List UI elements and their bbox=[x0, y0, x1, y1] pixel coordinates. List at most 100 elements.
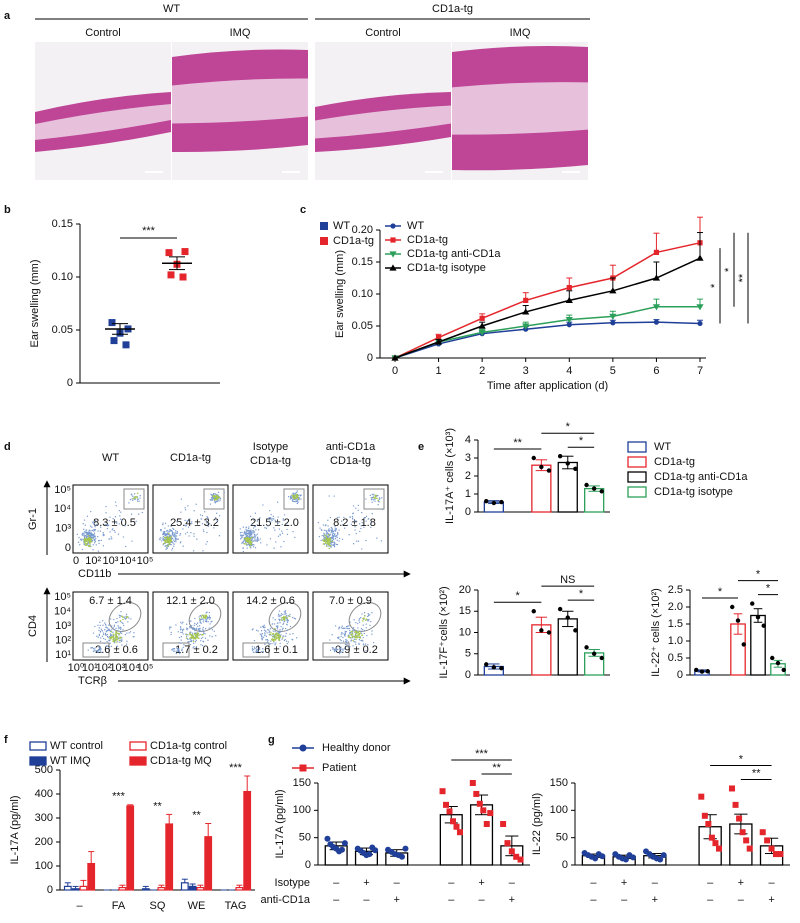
series-line bbox=[394, 306, 700, 359]
data-point bbox=[652, 304, 661, 311]
x-tick-label: – bbox=[76, 900, 83, 912]
data-point bbox=[591, 486, 597, 491]
y-axis-label: IL-17A (pg/ml) bbox=[9, 795, 21, 864]
y-tick-label: 0 bbox=[465, 669, 471, 681]
data-point bbox=[546, 468, 552, 473]
bar bbox=[557, 618, 578, 676]
legend-label: WT IMQ bbox=[50, 755, 91, 767]
x-axis-label: TCRβ bbox=[78, 675, 107, 687]
x-tick-label: 10⁵ bbox=[137, 662, 154, 674]
data-point bbox=[338, 846, 345, 853]
gate bbox=[283, 488, 305, 510]
events-dense bbox=[348, 615, 368, 642]
x-tick-label: 10² bbox=[96, 662, 112, 674]
events-dense bbox=[269, 615, 291, 642]
legend-label: CD1a-tg isotype bbox=[654, 486, 733, 498]
y-tick-label: 1.5 bbox=[668, 618, 683, 630]
row-mark: – bbox=[394, 877, 401, 889]
row-mark: – bbox=[363, 894, 370, 906]
data-point bbox=[557, 454, 563, 459]
data-point bbox=[697, 320, 703, 327]
data-point bbox=[584, 645, 589, 650]
data-point bbox=[484, 499, 489, 504]
significance-label: NS bbox=[560, 574, 575, 586]
y-tick-label: 100 bbox=[550, 804, 568, 816]
x-axis-label: Time after application (d) bbox=[487, 380, 608, 392]
panel-label: g bbox=[268, 734, 275, 746]
data-point bbox=[478, 322, 486, 329]
y-tick-label: 0.15 bbox=[352, 256, 373, 268]
data-point bbox=[622, 856, 629, 863]
row-mark: – bbox=[621, 894, 628, 906]
data-point bbox=[653, 319, 660, 325]
gate bbox=[322, 642, 350, 658]
data-point bbox=[181, 248, 189, 256]
data-point bbox=[781, 667, 786, 673]
legend-label: CD1a-tg anti-CD1a bbox=[407, 248, 501, 260]
row-mark: + bbox=[394, 894, 400, 906]
legend-marker bbox=[389, 251, 397, 258]
legend-label: Healthy donor bbox=[322, 742, 391, 754]
data-point bbox=[566, 285, 572, 291]
data-point bbox=[599, 853, 606, 860]
bar bbox=[188, 885, 197, 891]
data-point bbox=[584, 482, 589, 488]
x-tick-label: 6 bbox=[653, 365, 659, 377]
gate-stat: 12.1 ± 2.0 bbox=[166, 595, 215, 607]
data-point bbox=[652, 274, 661, 281]
significance-label: ** bbox=[153, 800, 162, 812]
data-point bbox=[730, 604, 735, 610]
y-tick-label: 0.15 bbox=[52, 218, 73, 230]
legend-label: WT bbox=[333, 220, 350, 232]
data-point bbox=[629, 854, 636, 861]
significance-label: ** bbox=[513, 437, 522, 449]
panel-label: c bbox=[300, 204, 306, 216]
data-point bbox=[592, 855, 599, 862]
x-tick-label: 10² bbox=[85, 555, 101, 567]
gate bbox=[108, 602, 142, 632]
data-point bbox=[777, 851, 784, 858]
y-tick-label: 2.0 bbox=[668, 601, 683, 613]
legend-label: WT control bbox=[50, 740, 103, 752]
data-point bbox=[366, 851, 373, 858]
data-point bbox=[566, 322, 572, 328]
bar bbox=[63, 885, 72, 891]
legend-label: CD1a-tg anti-CD1a bbox=[654, 471, 748, 483]
data-point bbox=[517, 856, 524, 863]
data-point bbox=[499, 499, 504, 505]
data-point bbox=[499, 666, 504, 671]
bar bbox=[196, 886, 205, 891]
significance-label: * bbox=[579, 435, 584, 447]
data-point bbox=[696, 304, 704, 311]
data-point bbox=[743, 837, 750, 844]
x-tick-label: 10⁰ bbox=[68, 662, 85, 674]
y-tick-label: 100 bbox=[35, 860, 53, 872]
x-tick-label: SQ bbox=[150, 900, 166, 912]
data-point bbox=[508, 848, 515, 855]
column-header: anti-CD1a bbox=[326, 441, 376, 453]
y-tick-label: 1 bbox=[465, 488, 471, 500]
legend-marker bbox=[129, 756, 147, 766]
data-point bbox=[557, 606, 563, 612]
data-point bbox=[450, 818, 457, 825]
legend-marker bbox=[29, 756, 47, 766]
row-mark: – bbox=[333, 894, 340, 906]
gate bbox=[203, 488, 225, 510]
y-tick-label: 50 bbox=[556, 832, 568, 844]
data-point bbox=[500, 821, 507, 827]
y-tick-label: 2 bbox=[465, 470, 471, 482]
legend-marker bbox=[627, 456, 647, 468]
y-axis-label: IL-22 (pg/ml) bbox=[531, 793, 543, 855]
y-tick-label: 500 bbox=[35, 764, 53, 776]
data-point bbox=[546, 630, 552, 635]
data-point bbox=[435, 334, 442, 341]
bar bbox=[118, 886, 127, 891]
row-mark: – bbox=[738, 894, 745, 906]
y-tick-label: 10⁴ bbox=[54, 605, 71, 617]
data-point bbox=[513, 853, 520, 860]
condition-label: IMQ bbox=[230, 27, 251, 39]
x-tick-label: 10¹ bbox=[82, 662, 98, 674]
y-axis-label: Gr-1 bbox=[27, 508, 39, 530]
data-point bbox=[479, 315, 485, 321]
data-point bbox=[573, 628, 578, 633]
